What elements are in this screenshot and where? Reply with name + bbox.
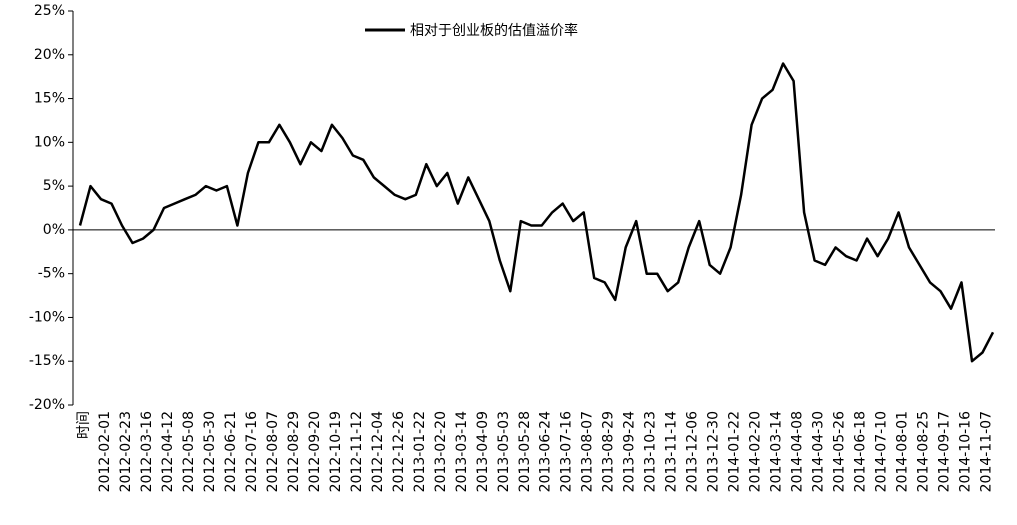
- x-tick-label: 2014-03-14: [769, 411, 785, 492]
- x-tick-label: 2012-03-16: [139, 411, 155, 492]
- x-tick-label: 2013-11-14: [664, 411, 680, 492]
- x-tick-label: 2013-01-22: [412, 411, 428, 492]
- x-tick-label: 2012-09-20: [307, 411, 323, 492]
- x-tick-label: 2012-07-16: [244, 411, 260, 492]
- x-tick-label: 2012-02-23: [118, 411, 134, 492]
- x-tick-label: 2012-05-30: [202, 411, 218, 492]
- x-tick-label: 2013-04-09: [475, 411, 491, 492]
- x-tick-label: 2012-12-04: [370, 411, 386, 492]
- x-tick-label: 2013-12-06: [685, 411, 701, 492]
- x-tick-label: 2012-12-26: [391, 411, 407, 492]
- y-tick-label: -20%: [29, 397, 65, 413]
- x-tick-label: 2014-06-18: [853, 411, 869, 492]
- x-tick-label: 2013-05-03: [496, 411, 512, 492]
- y-tick-label: 25%: [34, 3, 65, 19]
- x-tick-label: 2014-07-10: [874, 411, 890, 492]
- y-tick-label: 10%: [34, 134, 65, 150]
- y-tick-label: 15%: [34, 91, 65, 107]
- x-tick-label: 2014-01-22: [727, 411, 743, 492]
- y-tick-label: -10%: [29, 309, 65, 325]
- x-tick-label: 2014-04-08: [790, 411, 806, 492]
- x-tick-label: 2013-09-24: [622, 411, 638, 492]
- y-tick-label: 5%: [43, 178, 65, 194]
- x-tick-label: 2013-07-16: [559, 411, 575, 492]
- x-tick-label: 2014-02-20: [748, 411, 764, 492]
- x-tick-label: 2014-08-01: [895, 411, 911, 492]
- x-tick-label: 2013-10-23: [643, 411, 659, 492]
- x-tick-label: 2013-03-14: [454, 411, 470, 492]
- legend-label: 相对于创业板的估值溢价率: [410, 22, 578, 39]
- x-tick-label: 2013-06-24: [538, 411, 554, 492]
- x-tick-label: 2012-10-19: [328, 411, 344, 492]
- x-tick-label: 2014-09-17: [937, 411, 953, 492]
- x-tick-label: 2014-08-25: [916, 411, 932, 492]
- x-tick-label: 2012-06-21: [223, 411, 239, 492]
- x-tick-label: 2012-02-01: [97, 411, 113, 492]
- y-tick-label: 0%: [43, 222, 65, 238]
- x-tick-label: 2012-11-12: [349, 411, 365, 492]
- x-tick-label: 2013-12-30: [706, 411, 722, 492]
- x-tick-label: 2013-02-20: [433, 411, 449, 492]
- x-tick-label: 2014-04-30: [811, 411, 827, 492]
- x-tick-label: 2014-11-07: [979, 411, 995, 492]
- x-tick-label: 2012-08-29: [286, 411, 302, 492]
- x-tick-label: 2012-04-12: [160, 411, 176, 492]
- x-tick-label: 2013-05-28: [517, 411, 533, 492]
- x-tick-label: 2014-05-26: [832, 411, 848, 492]
- y-tick-label: -5%: [38, 266, 65, 282]
- x-tick-label: 2014-10-16: [958, 411, 974, 492]
- y-tick-label: 20%: [34, 47, 65, 63]
- x-axis-label: 时间: [76, 411, 92, 439]
- x-tick-label: 2013-08-07: [580, 411, 596, 492]
- x-tick-label: 2012-05-08: [181, 411, 197, 492]
- y-tick-label: -15%: [29, 353, 65, 369]
- line-series: [78, 62, 995, 363]
- x-tick-label: 2013-08-29: [601, 411, 617, 492]
- x-tick-label: 2012-08-07: [265, 411, 281, 492]
